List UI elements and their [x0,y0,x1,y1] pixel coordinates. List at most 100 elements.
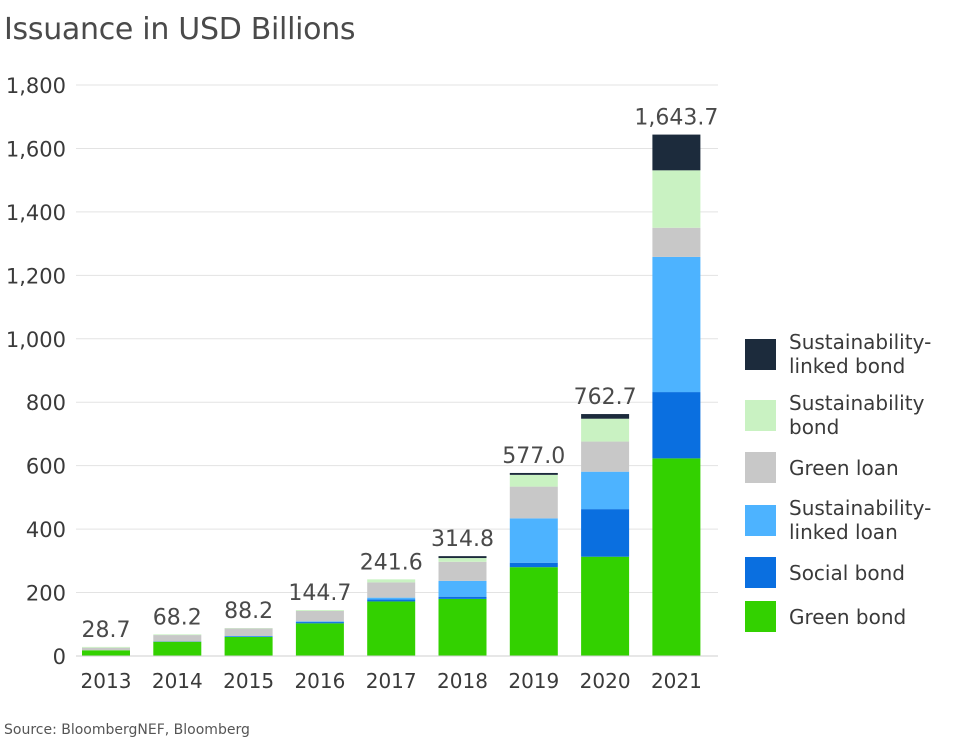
legend-item: Green bond [745,601,955,632]
bar-segment [224,636,273,656]
bar-segment [652,227,701,257]
legend-label-line: Green loan [789,455,899,480]
bar-segment [509,567,558,656]
bar-segment [509,472,558,475]
x-tick-label: 2016 [294,669,345,693]
legend-label-line: Sustainability- [789,330,932,354]
y-tick-label: 1,600 [6,137,66,161]
legend-swatch [745,601,776,632]
bar-segment [367,601,416,656]
bar-segment [367,599,416,602]
legend-swatch [745,452,776,483]
legend-item: Social bond [745,557,955,588]
bar-segment [224,636,273,637]
bar-segment [509,562,558,568]
bar-segment [153,635,202,642]
y-tick-label: 0 [53,645,66,669]
y-tick-label: 1,000 [6,328,66,352]
bar-total-label: 314.8 [431,527,494,552]
bar-segment [295,623,344,656]
legend-label-line: Sustainability- [789,496,932,520]
y-tick-label: 1,800 [6,74,66,98]
x-tick-label: 2021 [651,669,702,693]
bar-segment [82,650,130,656]
bar-segment [438,598,487,656]
bar-segment [652,392,701,459]
legend-label: Green bond [789,605,906,629]
bar-total-label: 762.7 [574,385,637,410]
bar-segment [367,579,416,583]
y-tick-label: 400 [26,518,66,542]
bar-segment [509,486,558,519]
bar-total-label: 241.6 [360,550,423,575]
bar-segment [295,621,344,623]
bar-total-label: 28.7 [82,618,131,643]
legend-label-line: bond [789,415,840,439]
legend-label: Sustainability bond [789,391,924,439]
bar-segment [652,256,701,393]
y-tick-label: 1,400 [6,201,66,225]
bar-segment [652,170,701,228]
bar-total-label: 144.7 [288,581,351,606]
y-tick-label: 200 [26,582,66,606]
bar-segment [581,509,630,557]
bar-segment [367,597,416,600]
legend-item: Sustainability-linked bond [745,330,955,378]
x-tick-label: 2015 [223,669,274,693]
legend-label-line: linked bond [789,354,906,378]
legend-label: Social bond [789,561,905,585]
legend-label: Green loan [789,456,899,480]
legend-swatch [745,504,776,536]
legend-label-line: linked loan [789,520,898,544]
bar-total-label: 577.0 [502,444,565,469]
bar-segment [153,634,202,636]
x-tick-label: 2019 [508,669,559,693]
bar-segment [438,561,487,581]
x-tick-label: 2018 [437,669,488,693]
legend-label-line: Social bond [789,560,905,585]
bar-segment [295,610,344,622]
x-tick-label: 2017 [366,669,417,693]
bar-segment [367,582,416,598]
bar-segment [82,647,130,651]
bar-segment [581,556,630,656]
chart-title: Issuance in USD Billions [4,12,356,47]
legend-swatch [745,557,776,588]
legend-item: Green loan [745,452,955,483]
y-tick-label: 1,200 [6,264,66,288]
chart-legend: Sustainability-linked bond Sustainability… [745,330,955,645]
bar-segment [438,580,487,597]
bar-segment [438,556,487,559]
bar-segment [295,622,344,624]
legend-item: Sustainability-linked loan [745,496,955,544]
bar-segment [652,458,701,656]
legend-label: Sustainability-linked loan [789,496,931,544]
legend-swatch [745,338,776,370]
x-tick-label: 2014 [152,669,203,693]
legend-swatch [745,399,776,431]
bar-segment [581,471,630,510]
x-tick-label: 2020 [580,669,631,693]
x-tick-label: 2013 [81,669,132,693]
bar-segment [295,610,344,611]
bar-total-label: 88.2 [224,599,273,624]
bar-segment [581,414,630,419]
legend-label: Sustainability-linked bond [789,330,931,378]
legend-item: Sustainability bond [745,391,955,439]
y-tick-label: 600 [26,455,66,479]
bar-total-label: 1,643.7 [634,106,718,131]
bar-segment [153,641,202,656]
bar-segment [581,418,630,442]
bar-segment [438,558,487,562]
bar-segment [652,134,701,171]
bar-segment [82,646,130,648]
bar-segment [509,474,558,487]
bar-total-label: 68.2 [153,605,202,630]
bar-segment [438,596,487,599]
legend-label-line: Sustainability [789,391,925,415]
y-tick-label: 800 [26,391,66,415]
bar-segment [509,518,558,563]
bar-segment [224,628,273,637]
bar-segment [581,441,630,472]
